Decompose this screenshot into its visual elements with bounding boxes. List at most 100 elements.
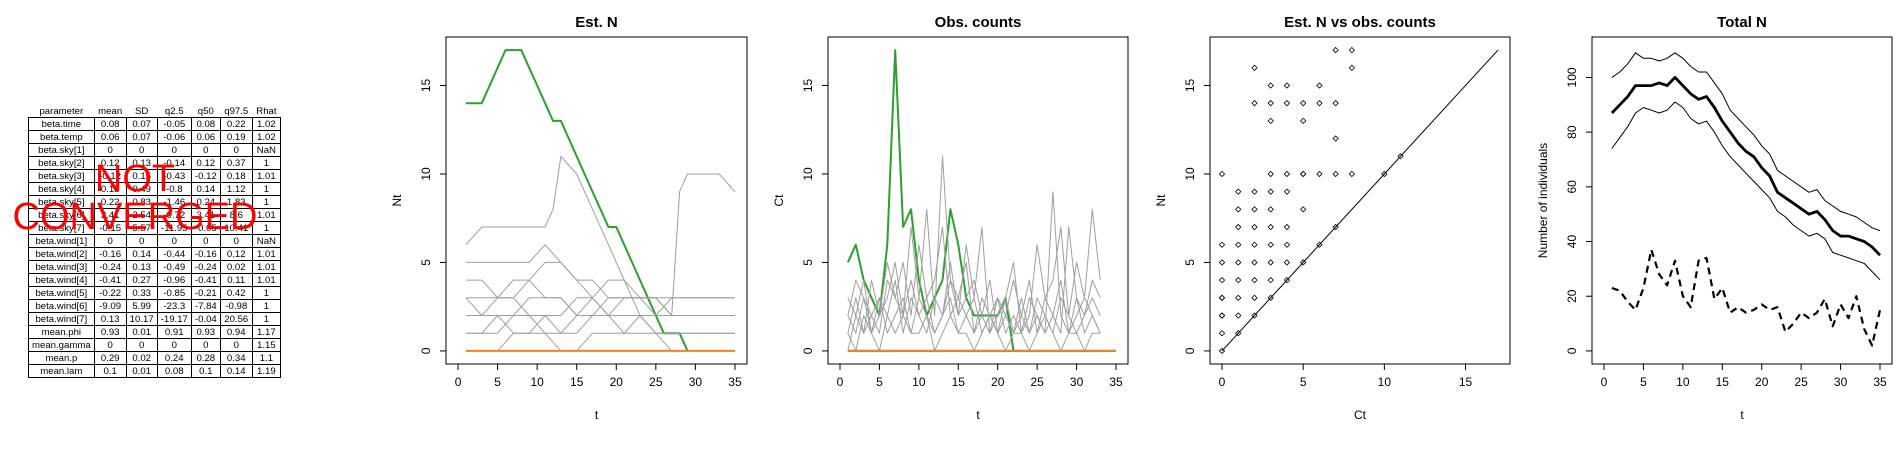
scatter-point [1251,241,1258,248]
scatter-point [1348,170,1356,178]
x-tick-label: 0 [1601,375,1608,389]
x-tick-label: 0 [455,375,462,389]
y-tick-label: 10 [801,167,815,181]
scatter-point [1218,259,1226,266]
y-axis-label: Nt [1154,194,1168,207]
scatter-point [1218,347,1226,355]
scatter-point [1267,241,1274,248]
series-line-4 [1611,248,1882,347]
x-tick-label: 15 [1459,375,1473,389]
scatter-point [1332,223,1339,231]
scatter-point [1332,170,1339,178]
scatter-point [1235,312,1242,319]
table-cell: 1.01 [251,169,282,183]
scatter-point [1267,82,1274,89]
scatter-point [1348,46,1356,54]
scatter-point [1235,294,1242,301]
scatter-point [1267,294,1274,301]
scatter-point [1300,117,1307,125]
scatter-point [1251,294,1258,301]
scatter-point [1267,170,1274,178]
scatter-point [1251,223,1258,231]
x-tick-label: 15 [952,375,966,389]
scatter-point [1218,312,1226,319]
series-line-4 [847,191,1101,352]
series-line-8 [466,297,735,334]
column-header-mean: mean [98,105,123,117]
y-tick-label: 40 [1565,235,1579,249]
chart-2: Obs. counts t Ct 0 5 10 15 20 25 30 35 0 5 10 15 [772,14,1129,422]
parameter-table-body: beta.time 0.08 0.07 -0.05 0.08 0.22 1.02 beta.t… [28,117,282,378]
scatter-point [1218,170,1226,178]
scatter-point [1300,170,1307,178]
series-line-1 [1611,52,1881,232]
parameter-table-header-row: parameter mean SD q2.5 q50 q97.5 Rhat [29,105,281,118]
series-line-5 [847,226,1101,334]
chart-title: Est. N vs obs. counts [1284,14,1436,31]
series-line-1 [466,49,689,352]
column-header-q97-5: q97.5 [224,105,249,117]
scatter-point [1251,188,1258,195]
scatter-point [1283,259,1291,266]
table-row: mean.phi 0.93 0.01 0.91 0.93 0.94 1.17 [28,325,282,339]
scatter-point [1267,100,1274,107]
y-tick-label: 15 [419,78,433,92]
scatter-point [1251,312,1258,319]
scatter-point [1316,82,1323,89]
table-cell: -0.8 [156,182,192,196]
scatter-point [1283,223,1291,231]
scatter-point [1348,64,1356,71]
series-line-9 [465,279,735,334]
identity-line [1221,49,1499,352]
column-header-rhat: Rhat [256,105,277,117]
chart-title: Obs. counts [935,14,1022,31]
x-tick-label: 5 [494,375,501,389]
x-tick-label: 35 [1873,375,1887,389]
scatter-point [1300,206,1307,213]
scatter-point [1300,100,1307,107]
x-tick-label: 30 [1070,375,1084,389]
scatter-point [1251,64,1258,71]
scatter-point [1316,241,1323,248]
table-cell: 1.19 [251,364,282,378]
y-tick-label: 80 [1565,125,1579,139]
table-row: mean.p 0.29 0.02 0.24 0.28 0.34 1.1 [28,351,282,365]
scatter-point [1218,294,1226,301]
scatter-point [1283,188,1291,195]
scatter-point [1283,100,1291,107]
y-tick-label: 0 [419,347,433,354]
column-header-sd: SD [135,105,149,117]
plot-frame [1591,36,1893,365]
scatter-point [1267,206,1274,213]
scatter-point [1251,259,1258,266]
table-cell: 1.01 [251,260,282,274]
scatter-point [1300,259,1307,266]
parameter-table: parameter mean SD q2.5 q50 q97.5 Rhat beta.tim… [28,105,282,378]
scatter-point [1235,259,1242,266]
x-axis-label: t [976,408,980,422]
table-row: beta.wind[7] 0.13 10.17 -19.17 -0.04 20.56 1 [28,312,282,326]
table-row: beta.sky[1] 0 0 0 0 0 NaN [28,143,282,157]
scatter-point [1316,170,1323,178]
x-tick-label: 15 [1716,375,1730,389]
table-row: beta.sky[3] -0.12 0.15 -0.43 -0.12 0.18 1.01 [28,169,282,183]
chart-3: Est. N vs obs. counts Ct Nt 0 5 10 15 0 5 10 15 [1154,14,1511,422]
x-tick-label: 30 [689,375,703,389]
chart-4: Total N t Number of individuals 0 5 10 15 20 25 3… [1536,14,1893,422]
x-tick-label: 35 [728,375,742,389]
y-tick-label: 0 [1565,347,1579,354]
column-header-q50: q50 [197,105,214,117]
table-cell: 0.08 [156,364,192,378]
scatter-point [1332,46,1339,54]
scatter-point [1300,170,1307,178]
y-tick-label: 100 [1565,67,1579,87]
y-tick-label: 60 [1565,180,1579,194]
scatter-point [1283,276,1291,284]
table-cell: mean.lam [28,364,95,378]
x-tick-label: 35 [1109,375,1123,389]
x-tick-label: 10 [1378,375,1392,389]
x-axis-label: t [1740,408,1744,422]
x-tick-label: 0 [837,375,844,389]
table-cell: 0.01 [125,364,158,378]
series-line-6 [466,173,736,334]
